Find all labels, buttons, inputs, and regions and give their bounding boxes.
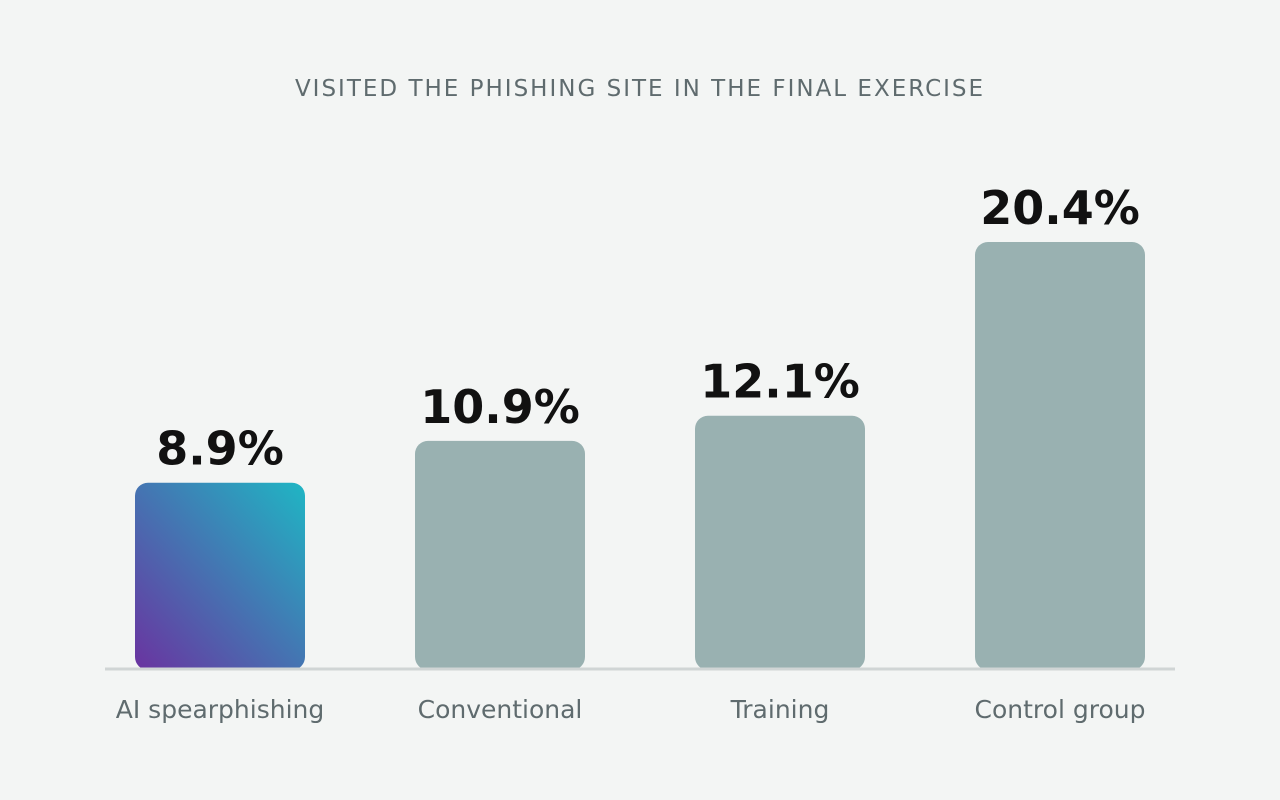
tick-label-ai-spearphishing: AI spearphishing (116, 695, 324, 724)
x-tick-labels: AI spearphishing Conventional Training Cont… (116, 695, 1146, 724)
chart-title: VISITED THE PHISHING SITE IN THE FINAL E… (295, 76, 985, 102)
bar-conventional (415, 440, 585, 670)
bar-control-group (975, 242, 1145, 670)
tick-label-conventional: Conventional (418, 695, 583, 724)
value-label-control-group: 20.4% (980, 181, 1140, 235)
tick-label-training: Training (730, 695, 830, 724)
bar-ai-spearphishing (135, 482, 305, 670)
bar-training (695, 415, 865, 670)
tick-label-control-group: Control group (975, 695, 1146, 724)
bars-group: 8.9% 10.9% 12.1% 20.4% (135, 181, 1145, 670)
value-label-conventional: 10.9% (420, 380, 580, 434)
value-label-ai-spearphishing: 8.9% (156, 422, 284, 476)
value-label-training: 12.1% (700, 355, 860, 409)
